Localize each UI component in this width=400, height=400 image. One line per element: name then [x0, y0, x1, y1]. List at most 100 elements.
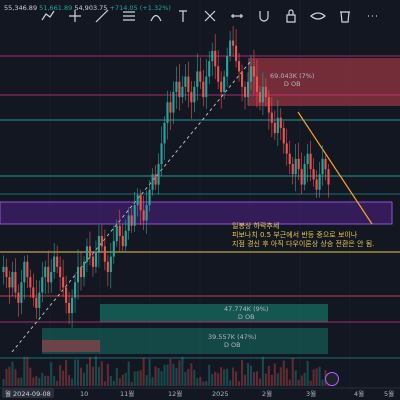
candle-body: [157, 164, 160, 185]
axis-tick-1: 11월: [120, 390, 135, 398]
brush-icon[interactable]: [148, 8, 164, 24]
volume-bar: [255, 371, 258, 386]
candle-body: [2, 266, 5, 272]
fib-icon[interactable]: [121, 8, 137, 24]
candle-body: [5, 266, 8, 278]
candle-body: [291, 164, 294, 175]
eye-icon[interactable]: [310, 8, 326, 24]
candle-body: [264, 86, 267, 98]
pattern-icon[interactable]: [202, 8, 218, 24]
volume-bar: [5, 368, 8, 386]
candle-body: [160, 143, 163, 164]
ruler-icon[interactable]: [229, 8, 245, 24]
volume-bar: [79, 367, 83, 386]
volume-bar: [297, 379, 300, 386]
candle-body: [17, 292, 20, 303]
ohlc-close: 54,903.75: [74, 4, 108, 12]
candle-body: [261, 86, 264, 103]
volume-bar: [166, 364, 169, 386]
volume-bar: [205, 381, 208, 386]
volume-bar: [229, 380, 232, 386]
volume-bar: [56, 380, 59, 386]
volume-bar: [264, 373, 267, 386]
volume-bar: [50, 362, 53, 386]
volume-bar: [20, 377, 23, 386]
candle-body: [193, 86, 196, 103]
candle-body: [187, 76, 190, 92]
volume-bar: [279, 367, 282, 386]
volume-bar: [44, 375, 47, 386]
volume-bar: [29, 367, 32, 386]
volume-bar: [294, 370, 297, 386]
volume-bar: [270, 374, 273, 386]
ob-label-2: 47.774K (9%) D OB: [224, 305, 268, 321]
candle-body: [217, 66, 220, 82]
magnet-icon[interactable]: [256, 8, 272, 24]
trash-icon[interactable]: [337, 8, 353, 24]
volume-bar: [118, 378, 121, 386]
volume-bar: [97, 366, 100, 386]
volume-bar: [315, 368, 318, 386]
candle-body: [94, 251, 97, 267]
candle-body: [47, 266, 50, 283]
candle-body: [127, 215, 130, 231]
candle-body: [318, 174, 321, 190]
candle-body: [32, 287, 35, 298]
bear-order-block-zone: [248, 58, 400, 106]
volume-bar: [282, 360, 285, 386]
text-icon[interactable]: [175, 8, 191, 24]
candle-body: [56, 256, 59, 267]
lock-icon[interactable]: [283, 8, 299, 24]
alert-bell-icon[interactable]: [325, 372, 339, 386]
volume-bar: [94, 356, 97, 386]
volume-bar: [53, 376, 56, 386]
volume-bar: [220, 367, 223, 386]
axis-tick-2: 12월: [168, 390, 183, 398]
candle-body: [306, 153, 309, 164]
volume-bar: [232, 367, 235, 386]
candle-body: [112, 241, 115, 257]
volume-bar: [202, 381, 205, 386]
bull-order-block-zone-1: [100, 304, 328, 322]
candle-body: [205, 76, 208, 98]
crosshair-icon[interactable]: [67, 8, 83, 24]
volume-bar: [65, 360, 68, 386]
chart-type-icon[interactable]: [40, 8, 56, 24]
ob-label-1: 69.043K (7%) D OB: [270, 72, 314, 88]
volume-bar: [47, 375, 50, 386]
more-icon[interactable]: [364, 8, 380, 24]
volume-bar: [181, 356, 184, 386]
candle-body: [14, 272, 17, 293]
candle-body: [97, 236, 100, 252]
volume-bar: [112, 381, 115, 386]
annotation-text: 일봉상 하락추세 피보나치 0.5 부근에서 반등 중으로 보이나 지점 경신 …: [232, 222, 374, 249]
candle-body: [124, 230, 127, 247]
axis-first-date: 월 2024-09-08: [2, 388, 54, 398]
candle-body: [226, 56, 229, 77]
trendline-icon[interactable]: [94, 8, 110, 24]
candle-body: [229, 40, 232, 56]
volume-bar: [35, 375, 38, 386]
volume-bar: [82, 372, 86, 386]
volume-bar: [100, 361, 103, 386]
candle-body: [118, 225, 121, 236]
volume-bar: [133, 371, 136, 386]
candle-body: [65, 287, 68, 303]
volume-bar: [2, 378, 5, 386]
candle-body: [35, 297, 38, 308]
volume-bar: [240, 359, 244, 386]
candle-body: [309, 153, 312, 170]
candle-body: [327, 169, 330, 185]
volume-bar: [226, 368, 229, 386]
volume-bar: [190, 363, 193, 386]
volume-bar: [136, 371, 139, 386]
ob-label-2-text: D OB: [237, 313, 255, 321]
candle-body: [74, 282, 77, 298]
volume-bar: [208, 364, 211, 386]
volume-bar: [249, 365, 253, 386]
candle-body: [297, 158, 300, 170]
axis-tick-6: 4월: [354, 390, 365, 398]
candle-body: [139, 194, 142, 211]
annotation-line-2: 피보나치 0.5 부근에서 반등 중으로 보이나: [232, 231, 358, 239]
